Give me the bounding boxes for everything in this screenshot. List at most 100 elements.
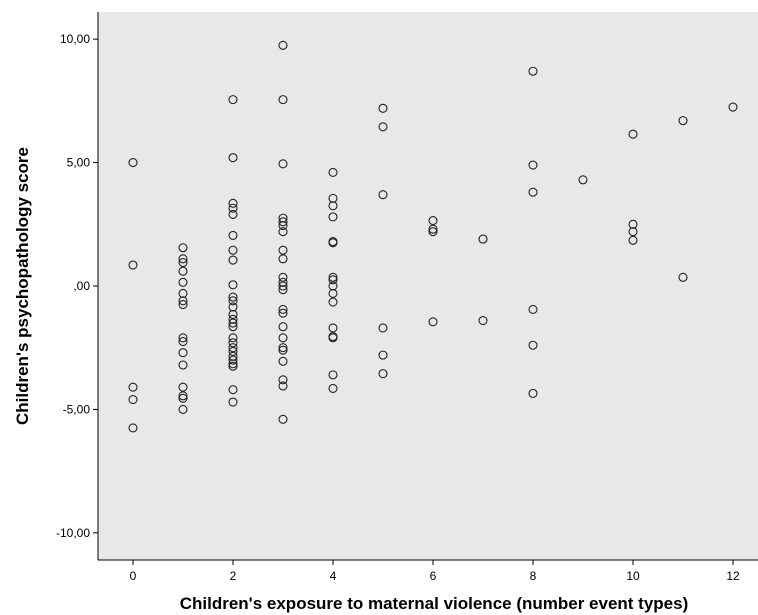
data-points: [128, 40, 738, 433]
y-tick-label: 10,00: [60, 32, 90, 46]
data-point: [328, 383, 338, 393]
data-point: [428, 227, 438, 237]
data-point: [178, 288, 188, 298]
y-tick-label: -10,00: [56, 526, 90, 540]
data-point: [178, 257, 188, 268]
data-point: [178, 348, 188, 358]
data-point: [178, 404, 188, 414]
data-point: [178, 360, 188, 370]
x-tick-label: 10: [626, 569, 640, 583]
data-point: [478, 316, 488, 326]
data-point: [578, 175, 588, 185]
data-point: [228, 397, 238, 407]
data-point: [228, 361, 238, 371]
data-point: [328, 288, 338, 298]
x-tick-label: 4: [330, 569, 337, 583]
x-tick-label: 8: [530, 569, 537, 583]
y-tick-label: 5,00: [67, 156, 91, 170]
data-point: [528, 304, 538, 315]
data-point: [278, 308, 288, 318]
data-point: [228, 280, 238, 290]
data-point: [428, 224, 438, 234]
data-point: [478, 234, 488, 244]
data-point: [278, 285, 288, 295]
data-point: [328, 193, 338, 203]
data-point: [278, 213, 288, 223]
data-point: [528, 340, 538, 350]
data-point: [328, 238, 338, 248]
y-tick-label: -5,00: [63, 402, 91, 416]
data-point: [128, 382, 138, 392]
data-point: [228, 292, 238, 302]
data-point: [228, 198, 238, 208]
data-point: [278, 159, 288, 169]
data-point: [328, 212, 338, 222]
data-point: [728, 102, 738, 112]
y-tick-label: ,00: [73, 279, 90, 293]
data-point: [328, 201, 338, 211]
data-point: [178, 299, 188, 310]
data-point: [178, 382, 188, 392]
data-point: [278, 333, 288, 343]
data-point: [178, 266, 188, 276]
data-point: [228, 322, 238, 332]
data-point: [278, 245, 288, 255]
data-point: [228, 318, 238, 328]
data-point: [628, 129, 638, 139]
data-point: [128, 260, 138, 270]
data-point: [278, 272, 288, 282]
data-point: [228, 343, 238, 353]
y-axis-title: Children's psychopathology score: [13, 147, 32, 425]
data-point: [528, 160, 538, 170]
data-point: [228, 355, 238, 365]
data-point: [378, 369, 388, 379]
data-point: [528, 187, 538, 197]
data-point: [178, 296, 188, 306]
data-point: [528, 388, 538, 398]
data-point: [178, 243, 188, 253]
data-point: [378, 122, 388, 132]
data-point: [228, 209, 238, 219]
data-point: [278, 254, 288, 264]
x-tick-label: 0: [130, 569, 137, 583]
data-point: [378, 190, 388, 200]
data-point: [178, 393, 188, 403]
data-point: [278, 304, 288, 315]
data-point: [228, 338, 238, 348]
data-point: [128, 394, 138, 405]
data-point: [278, 227, 288, 237]
data-point: [278, 414, 288, 424]
data-point: [678, 116, 688, 126]
data-point: [128, 158, 138, 168]
data-point: [328, 272, 338, 282]
data-point: [328, 323, 338, 333]
data-point: [628, 227, 638, 237]
data-point: [278, 381, 288, 391]
data-point: [378, 103, 388, 113]
data-point: [228, 333, 238, 343]
y-axis-ticks: -10,00 -5,00 ,00 5,00 10,00: [56, 32, 98, 540]
data-point: [278, 375, 288, 385]
x-axis-ticks: 0 2 4 6 8 10 12: [130, 560, 740, 583]
x-tick-label: 2: [230, 569, 237, 583]
data-point: [328, 333, 338, 343]
data-point: [278, 343, 288, 353]
plot-area: [98, 12, 758, 560]
data-point: [228, 245, 238, 255]
data-point: [278, 220, 288, 231]
data-point: [128, 423, 138, 433]
data-point: [178, 277, 188, 287]
data-point: [228, 309, 238, 319]
data-point: [328, 167, 338, 178]
data-point: [228, 302, 238, 312]
data-point: [328, 370, 338, 380]
data-point: [328, 275, 338, 285]
data-point: [278, 345, 288, 355]
data-point: [428, 216, 438, 226]
data-point: [178, 333, 188, 343]
data-point: [228, 346, 238, 356]
data-point: [328, 281, 338, 291]
data-point: [428, 317, 438, 327]
data-point: [228, 230, 238, 240]
